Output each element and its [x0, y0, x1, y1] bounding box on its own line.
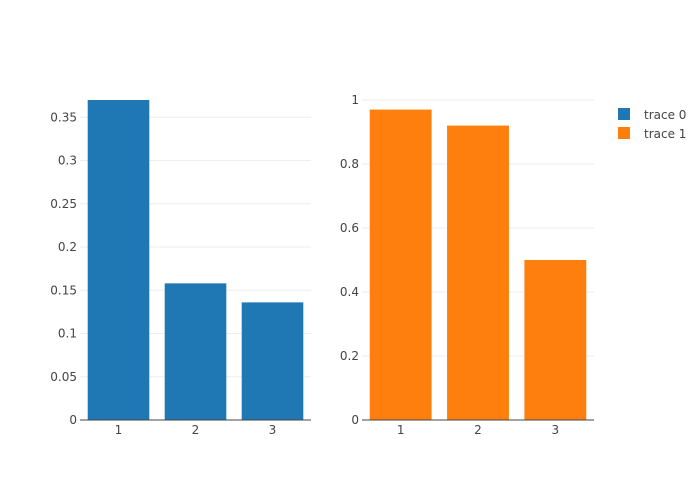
- bar-trace-1-2[interactable]: [447, 125, 509, 420]
- bar-trace-0-1[interactable]: [87, 100, 150, 420]
- y-tick-label: 0.2: [340, 349, 359, 363]
- y-tick-label: 0.35: [50, 110, 77, 124]
- legend-label[interactable]: trace 1: [644, 127, 686, 141]
- bar-trace-0-3[interactable]: [241, 302, 304, 420]
- legend-swatch[interactable]: [618, 108, 630, 120]
- bar-trace-0-2[interactable]: [164, 283, 227, 420]
- y-tick-label: 0.2: [58, 240, 77, 254]
- y-tick-label: 0.05: [50, 370, 77, 384]
- right-subplot: 0 0.2 0.4 0.6 0.8 1 1 2 3: [340, 93, 594, 437]
- y-tick-label: 0.1: [58, 327, 77, 341]
- y-tick-label: 0.6: [340, 221, 359, 235]
- bar-trace-1-1[interactable]: [369, 109, 432, 420]
- legend-swatch[interactable]: [618, 127, 630, 139]
- y-tick-label: 0: [69, 413, 77, 427]
- y-tick-label: 0: [351, 413, 359, 427]
- x-tick-label: 3: [552, 423, 560, 437]
- x-tick-label: 2: [192, 423, 200, 437]
- y-tick-label: 0.15: [50, 283, 77, 297]
- x-tick-label: 1: [115, 423, 123, 437]
- x-tick-label: 2: [474, 423, 482, 437]
- y-tick-label: 0.3: [58, 154, 77, 168]
- x-tick-label: 1: [397, 423, 405, 437]
- y-tick-label: 0.4: [340, 285, 359, 299]
- y-tick-label: 1: [351, 93, 359, 107]
- bar-trace-1-3[interactable]: [524, 260, 587, 420]
- legend: trace 0 trace 1: [618, 108, 686, 141]
- y-tick-label: 0.25: [50, 197, 77, 211]
- legend-label[interactable]: trace 0: [644, 108, 686, 122]
- x-tick-label: 3: [269, 423, 277, 437]
- left-subplot: 0 0.05 0.1 0.15 0.2 0.25 0.3 0.35 1 2 3: [50, 100, 311, 437]
- y-tick-label: 0.8: [340, 157, 359, 171]
